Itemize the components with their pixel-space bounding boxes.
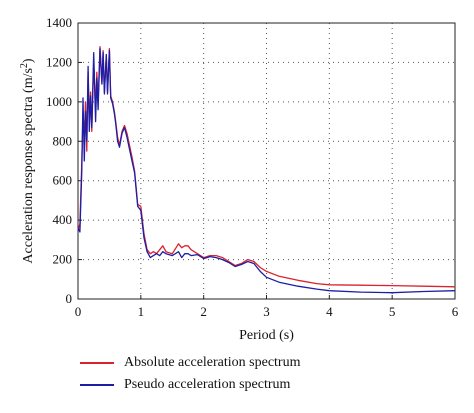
x-tick-label: 6	[452, 304, 459, 319]
legend-item-absolute: Absolute acceleration spectrum	[80, 352, 300, 374]
legend-item-pseudo: Pseudo acceleration spectrum	[80, 374, 300, 396]
plot-frame	[77, 22, 456, 300]
y-axis-label: Acceleration response spectra (m/s2)	[19, 58, 37, 264]
series-line-pseudo	[77, 47, 456, 294]
legend: Absolute acceleration spectrum Pseudo ac…	[80, 352, 300, 396]
y-tick-label: 1000	[46, 94, 72, 109]
legend-label-absolute: Absolute acceleration spectrum	[124, 355, 301, 370]
y-tick-label: 600	[53, 173, 73, 188]
y-axis-label-text: Acceleration response spectra (m/s	[21, 68, 36, 264]
y-tick-label: 1400	[46, 15, 72, 30]
y-tick-label: 0	[66, 291, 73, 306]
legend-label-pseudo: Pseudo acceleration spectrum	[124, 377, 291, 392]
y-axis-label-suffix: )	[21, 58, 36, 63]
y-tick-label: 400	[53, 212, 73, 227]
legend-swatch-absolute	[80, 362, 114, 364]
x-tick-label: 5	[389, 304, 396, 319]
legend-swatch-pseudo	[80, 384, 114, 386]
y-tick-label: 1200	[46, 54, 72, 69]
y-tick-label: 800	[53, 133, 73, 148]
x-axis-label: Period (s)	[239, 328, 294, 343]
series-layer	[77, 46, 456, 294]
x-tick-label: 1	[138, 304, 145, 319]
y-tick-label: 200	[53, 252, 73, 267]
x-tick-label: 4	[326, 304, 333, 319]
x-tick-label: 3	[263, 304, 270, 319]
x-tick-label: 2	[200, 304, 207, 319]
y-axis-label-superscript: 2	[19, 63, 30, 68]
x-tick-label: 0	[75, 304, 82, 319]
series-line-absolute	[77, 46, 456, 288]
grid-lines	[78, 23, 455, 299]
axis-ticks: 0 1 2 3 4 5 6 0 200 400 600 800 1000 1200 1400	[46, 15, 459, 319]
